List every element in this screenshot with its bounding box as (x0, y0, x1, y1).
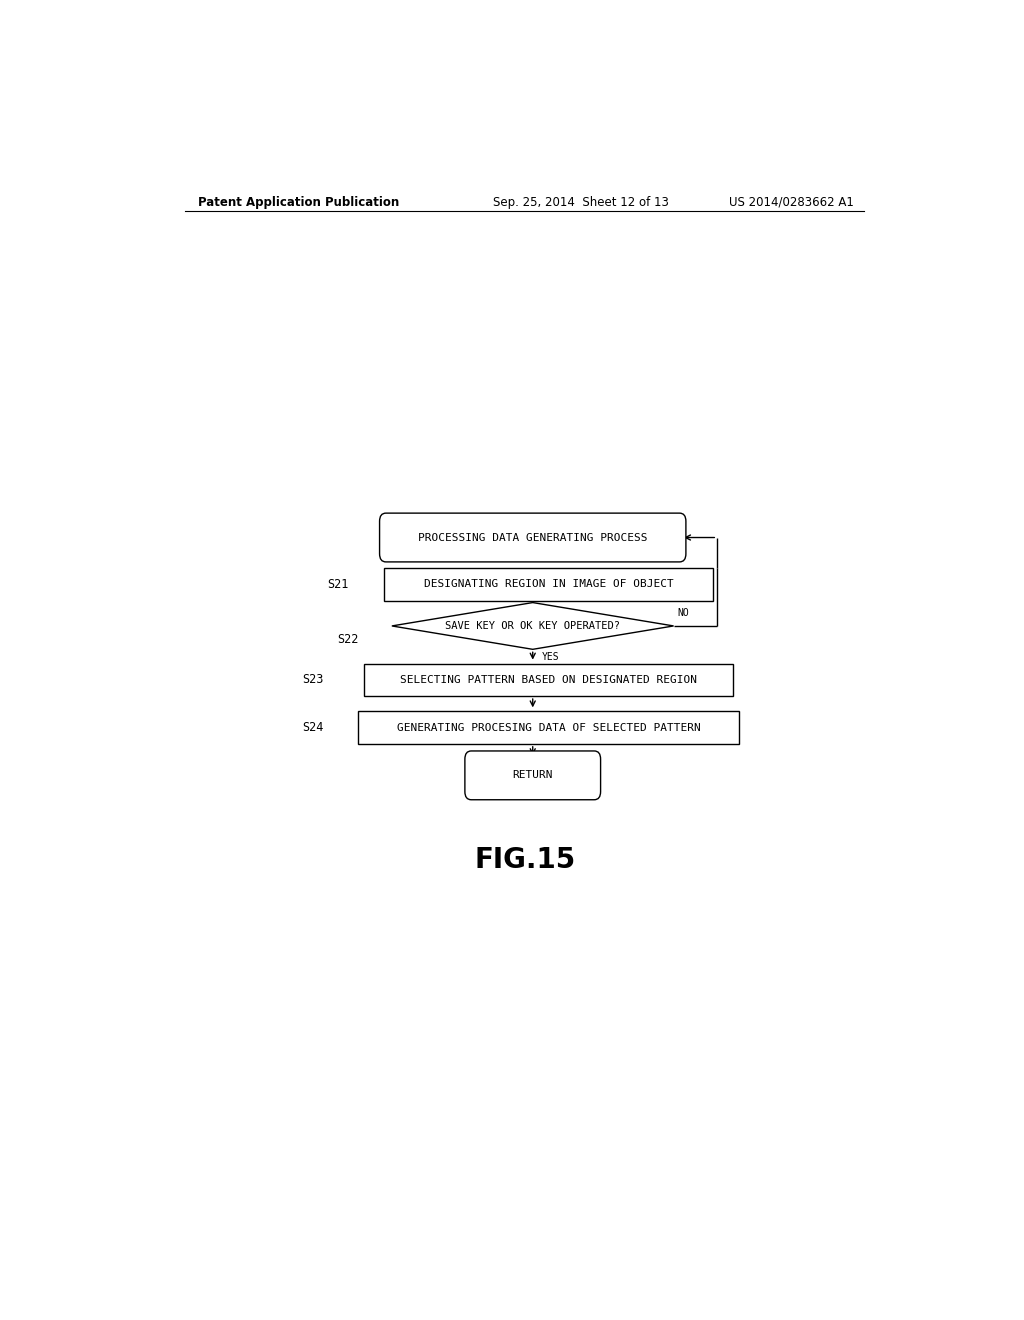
Text: FIG.15: FIG.15 (474, 846, 575, 874)
Polygon shape (392, 602, 674, 649)
Text: SELECTING PATTERN BASED ON DESIGNATED REGION: SELECTING PATTERN BASED ON DESIGNATED RE… (400, 675, 697, 685)
Bar (365, 664, 733, 696)
Text: GENERATING PROCESING DATA OF SELECTED PATTERN: GENERATING PROCESING DATA OF SELECTED PA… (396, 722, 700, 733)
FancyBboxPatch shape (380, 513, 686, 562)
FancyBboxPatch shape (465, 751, 601, 800)
Text: NO: NO (678, 607, 689, 618)
Text: Patent Application Publication: Patent Application Publication (198, 195, 399, 209)
Text: DESIGNATING REGION IN IMAGE OF OBJECT: DESIGNATING REGION IN IMAGE OF OBJECT (424, 579, 674, 589)
Text: S23: S23 (303, 673, 324, 686)
Text: RETURN: RETURN (512, 771, 553, 780)
Text: Sep. 25, 2014  Sheet 12 of 13: Sep. 25, 2014 Sheet 12 of 13 (494, 195, 669, 209)
Text: PROCESSING DATA GENERATING PROCESS: PROCESSING DATA GENERATING PROCESS (418, 532, 647, 543)
Bar (358, 711, 739, 744)
Text: SAVE KEY OR OK KEY OPERATED?: SAVE KEY OR OK KEY OPERATED? (445, 620, 621, 631)
Text: YES: YES (543, 652, 560, 663)
Text: US 2014/0283662 A1: US 2014/0283662 A1 (729, 195, 854, 209)
Text: S24: S24 (303, 721, 324, 734)
Text: S22: S22 (337, 632, 358, 645)
Bar (384, 568, 714, 601)
Text: S21: S21 (328, 578, 348, 591)
